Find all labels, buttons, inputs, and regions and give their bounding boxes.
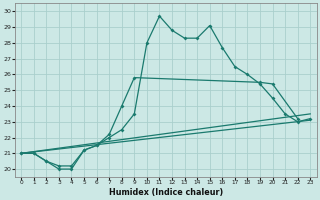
- X-axis label: Humidex (Indice chaleur): Humidex (Indice chaleur): [108, 188, 223, 197]
